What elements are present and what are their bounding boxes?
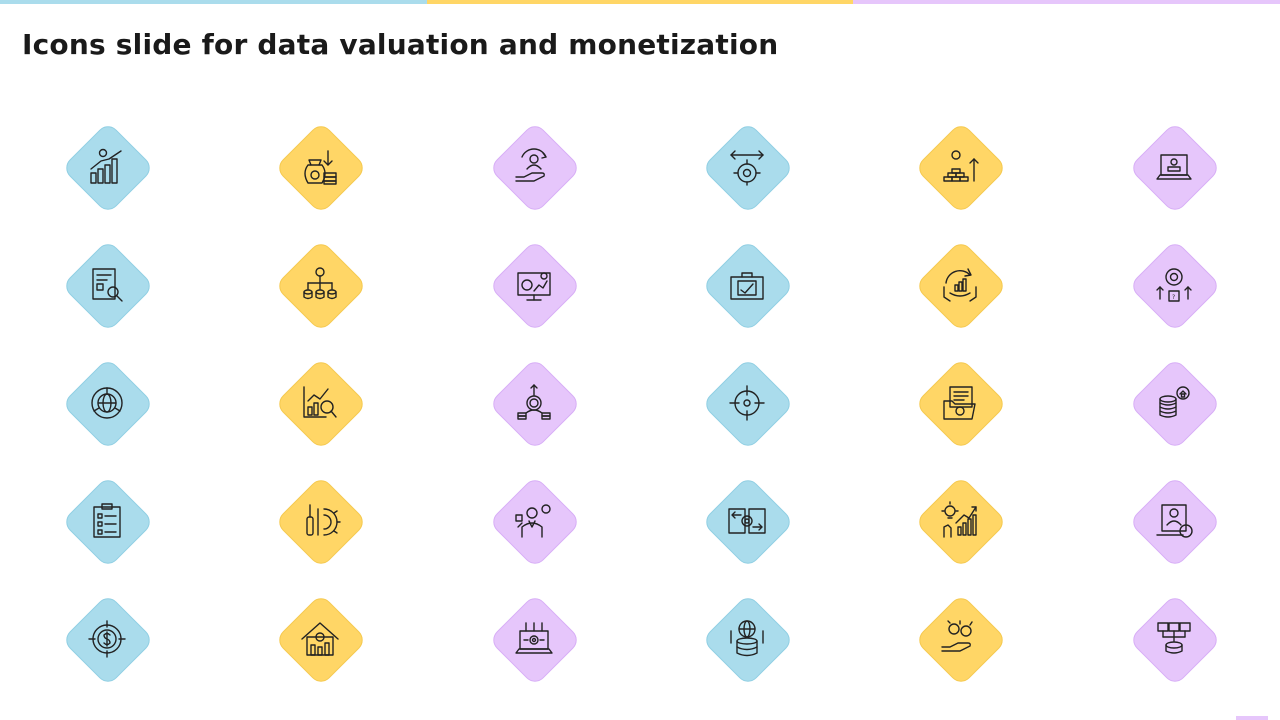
target-crosshair-icon (729, 385, 765, 421)
tile-hand-user-cycle (487, 120, 582, 215)
folder-gear-document-icon (943, 386, 976, 420)
tile-coins-home (1127, 356, 1222, 451)
hand-user-cycle-icon (515, 148, 547, 182)
coin-stack-growth-icon (943, 150, 979, 182)
tile-chart-magnifier (273, 356, 368, 451)
tile-dollar-growth-coins (487, 356, 582, 451)
clipboard-checklist-icon (93, 503, 121, 538)
globe-database-icon (730, 620, 764, 657)
hands-growth-chart-icon (943, 268, 977, 302)
globe-pie-icon (91, 387, 123, 419)
profile-dollar-icon (1156, 504, 1193, 538)
tile-businessman-dollar (487, 474, 582, 569)
corner-accent (1236, 716, 1268, 720)
tile-bar-chart-growth (60, 120, 155, 215)
tile-laptop-gear (487, 592, 582, 687)
money-bags-down-icon (304, 150, 337, 185)
tile-clipboard-checklist (60, 474, 155, 569)
gear-target-question-icon: ? (1156, 268, 1192, 302)
bar-chart-growth-icon (90, 148, 122, 184)
tile-report-search (60, 238, 155, 333)
hand-coins-icon (941, 620, 973, 652)
tile-money-bags-down (273, 120, 368, 215)
tile-images-database (1127, 592, 1222, 687)
tile-briefcase-report (700, 238, 795, 333)
tile-gear-arrows (700, 120, 795, 215)
tile-target-crosshair (700, 356, 795, 451)
images-database-icon (1157, 622, 1191, 654)
briefcase-report-icon (730, 272, 764, 300)
tile-hands-growth-chart (913, 238, 1008, 333)
tile-documents-gear-exchange (700, 474, 795, 569)
dollar-growth-coins-icon (517, 384, 551, 420)
tile-monitor-analytics (487, 238, 582, 333)
tile-profile-dollar (1127, 474, 1222, 569)
monitor-analytics-icon (517, 272, 551, 301)
tile-laptop-bank (1127, 120, 1222, 215)
tile-house-gear-chart (273, 592, 368, 687)
documents-gear-exchange-icon (728, 508, 766, 534)
tile-globe-pie (60, 356, 155, 451)
report-search-icon (92, 268, 123, 302)
laptop-bank-icon (1156, 154, 1192, 180)
accent-purple (853, 0, 1280, 4)
tile-folder-gear-document (913, 356, 1008, 451)
businessman-dollar-icon (515, 504, 551, 538)
tile-globe-database (700, 592, 795, 687)
laptop-gear-icon (515, 622, 553, 654)
tile-gear-target-question: ? (1127, 238, 1222, 333)
svg-text:?: ? (1172, 294, 1175, 301)
tile-target-dollar (60, 592, 155, 687)
idea-growth-chart-icon (941, 501, 977, 538)
accent-yellow (426, 0, 854, 4)
tile-dollar-hierarchy (273, 238, 368, 333)
target-dollar-icon (88, 620, 126, 658)
chart-magnifier-icon (303, 386, 337, 418)
slide-title: Icons slide for data valuation and monet… (22, 28, 779, 61)
tools-gear-icon (306, 504, 341, 536)
tile-tools-gear (273, 474, 368, 569)
tile-hand-coins (913, 592, 1008, 687)
house-gear-chart-icon (301, 622, 339, 656)
coins-home-icon (1159, 386, 1190, 418)
top-accent-bar (0, 0, 1280, 4)
dollar-hierarchy-icon (303, 267, 337, 300)
gear-arrows-icon (730, 150, 764, 186)
tile-coin-stack-growth (913, 120, 1008, 215)
accent-blue (0, 0, 427, 4)
tile-idea-growth-chart (913, 474, 1008, 569)
